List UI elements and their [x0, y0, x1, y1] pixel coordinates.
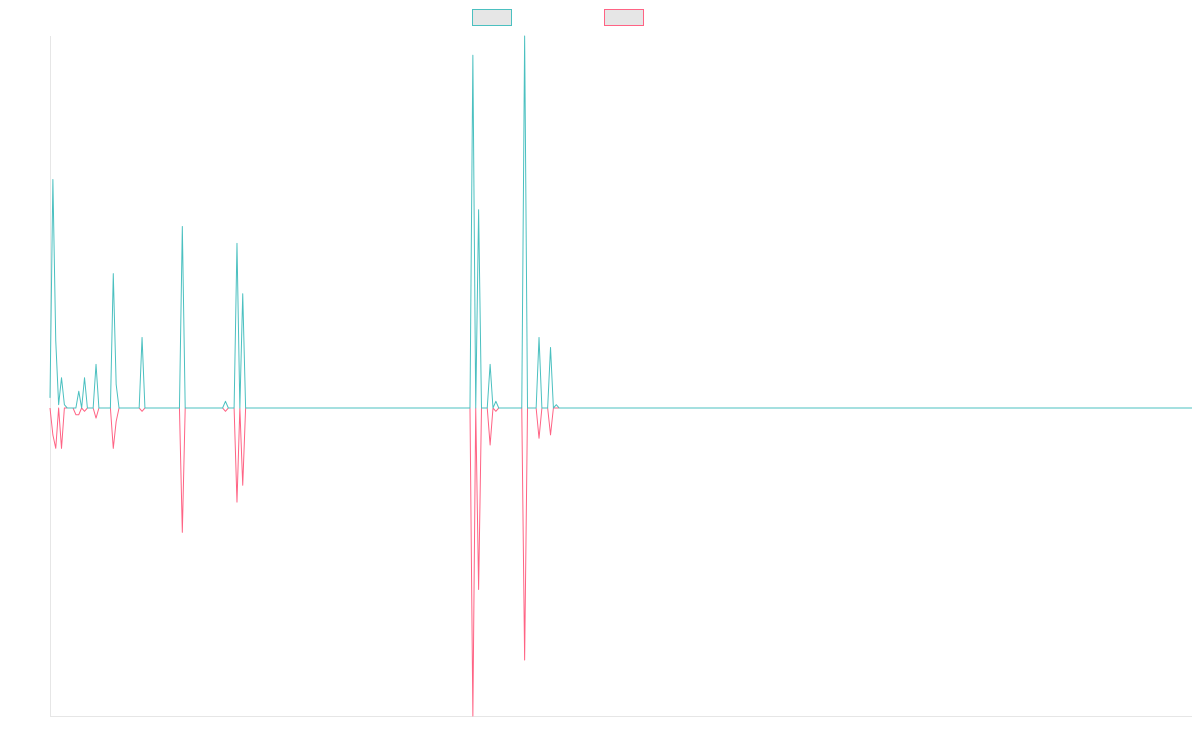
legend-swatch-1[interactable] — [472, 9, 512, 26]
series-line-2 — [49, 407, 1192, 717]
axes — [50, 36, 1192, 717]
legend-swatch-2[interactable] — [604, 9, 644, 26]
series-line-1 — [49, 35, 1192, 409]
series-layer — [49, 35, 1192, 717]
legend — [472, 9, 644, 26]
